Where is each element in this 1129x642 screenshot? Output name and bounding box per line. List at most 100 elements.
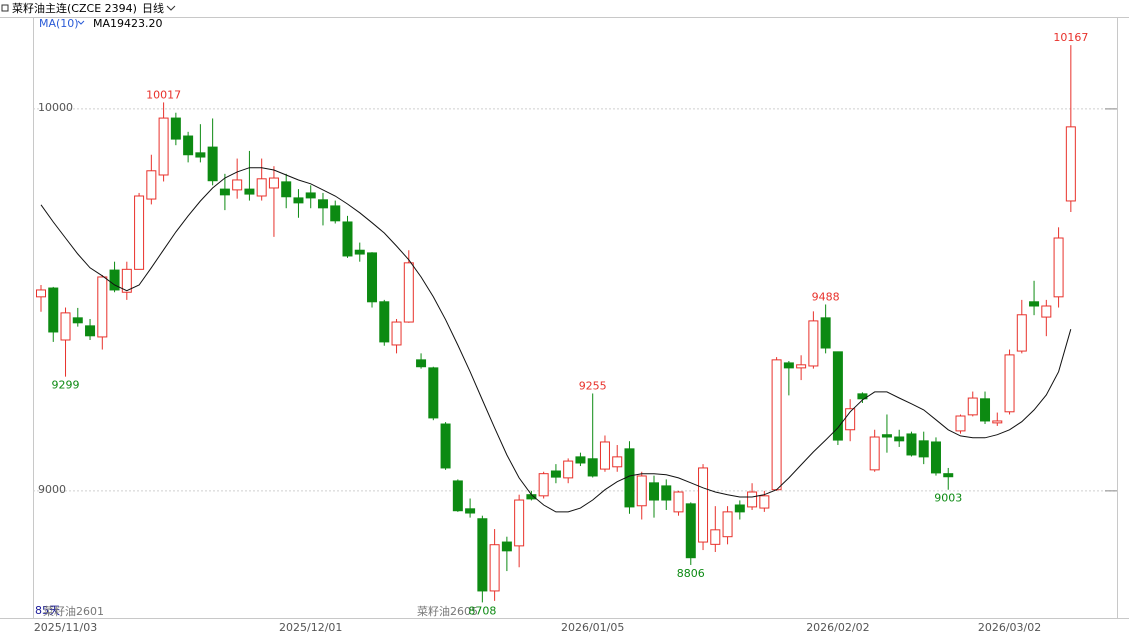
ma-line bbox=[40, 167, 1072, 513]
candle-body bbox=[489, 544, 500, 592]
candle-body bbox=[894, 436, 905, 442]
candle-body bbox=[636, 475, 647, 507]
y-tick-label: 10000 bbox=[38, 101, 73, 114]
period-selector[interactable]: 日线 bbox=[142, 1, 164, 15]
x-tick-label: 2025/11/03 bbox=[34, 621, 97, 634]
candle-body bbox=[1016, 314, 1027, 352]
candle-body bbox=[857, 393, 868, 400]
candle-body bbox=[170, 117, 181, 140]
chart-title: 菜籽油主连(CZCE 2394) bbox=[12, 1, 137, 15]
high-annotation: 10017 bbox=[146, 88, 181, 101]
candle-body bbox=[550, 470, 561, 478]
header-icon bbox=[1, 4, 9, 12]
high-annotation: 9255 bbox=[579, 379, 607, 392]
candle-body bbox=[771, 359, 782, 491]
candle-body bbox=[575, 456, 586, 464]
candle-body bbox=[710, 529, 721, 545]
high-annotation: 10167 bbox=[1053, 31, 1088, 44]
candle-body bbox=[330, 205, 341, 222]
candle-body bbox=[1041, 305, 1052, 318]
bar-count: 85天 bbox=[35, 604, 60, 617]
candle-body bbox=[832, 351, 843, 441]
candle-body bbox=[403, 262, 414, 323]
candle-body bbox=[649, 482, 659, 501]
candle-body bbox=[195, 152, 206, 158]
candle-body bbox=[747, 491, 758, 508]
candle-body bbox=[808, 320, 819, 367]
candle-body bbox=[673, 491, 684, 513]
low-annotation: 8708 bbox=[468, 604, 496, 617]
candle-body bbox=[428, 367, 439, 419]
candle-body bbox=[256, 178, 267, 197]
candle-body bbox=[820, 317, 831, 349]
legend-ma-name: MA1 bbox=[93, 17, 117, 30]
candle-body bbox=[379, 301, 390, 343]
candle-body bbox=[134, 195, 145, 270]
candle-body bbox=[698, 467, 709, 543]
candle-body bbox=[109, 269, 120, 291]
candle-body bbox=[146, 170, 157, 200]
candle-body bbox=[48, 287, 59, 333]
contract-label: 菜籽油2601 bbox=[43, 604, 104, 618]
candle-body bbox=[869, 436, 880, 471]
x-tick-label: 2026/03/02 bbox=[978, 621, 1041, 634]
candle-body bbox=[268, 177, 279, 189]
candle-body bbox=[538, 473, 549, 497]
candle-body bbox=[930, 441, 941, 474]
candle-body bbox=[967, 397, 978, 416]
candle-body bbox=[1004, 354, 1015, 413]
y-tick-label: 9000 bbox=[38, 483, 66, 496]
x-tick-label: 2026/02/02 bbox=[806, 621, 869, 634]
x-tick-label: 2025/12/01 bbox=[279, 621, 342, 634]
candle-body bbox=[465, 508, 476, 514]
candle-body bbox=[305, 192, 316, 199]
candle-body bbox=[722, 511, 733, 538]
candle-body bbox=[563, 460, 574, 479]
high-annotation: 9488 bbox=[812, 290, 840, 303]
candle-body bbox=[685, 503, 696, 559]
candle-body bbox=[514, 499, 525, 547]
candle-body bbox=[367, 252, 378, 303]
candle-body bbox=[416, 359, 427, 368]
candle-body bbox=[317, 199, 328, 209]
candle-body bbox=[501, 541, 512, 552]
candle-body bbox=[60, 312, 71, 341]
candle-body bbox=[97, 276, 108, 338]
candle-body bbox=[734, 504, 745, 513]
candle-body bbox=[342, 221, 353, 257]
low-annotation: 9003 bbox=[934, 492, 962, 505]
candle-body bbox=[232, 179, 243, 191]
legend-ma-value: 9423.20 bbox=[117, 17, 163, 30]
candle-body bbox=[587, 458, 598, 477]
candle-body bbox=[183, 135, 194, 156]
candle-body bbox=[1029, 301, 1040, 307]
candle-body bbox=[391, 321, 402, 346]
candle-body bbox=[661, 485, 672, 501]
candle-body bbox=[1065, 126, 1076, 202]
candle-body bbox=[955, 415, 966, 432]
candle-body bbox=[1053, 237, 1064, 298]
candle-body bbox=[85, 325, 96, 337]
candle-body bbox=[354, 249, 365, 255]
candle-body bbox=[440, 423, 451, 469]
candle-body bbox=[992, 420, 1003, 424]
indicator-arrow bbox=[77, 20, 85, 25]
low-annotation: 8806 bbox=[677, 567, 705, 580]
candle-body bbox=[121, 268, 132, 293]
candle-body bbox=[918, 440, 929, 458]
candle-body bbox=[980, 398, 991, 422]
contract-label: 菜籽油2605 bbox=[417, 604, 478, 618]
candle-body bbox=[759, 495, 770, 509]
candle-body bbox=[845, 408, 856, 431]
candle-body bbox=[452, 480, 463, 512]
low-annotation: 9299 bbox=[52, 379, 80, 392]
candle-body bbox=[943, 473, 954, 478]
x-tick-label: 2026/01/05 bbox=[561, 621, 624, 634]
candle-body bbox=[881, 434, 892, 438]
indicator-name[interactable]: MA(10) bbox=[39, 17, 79, 30]
candle-body bbox=[477, 518, 488, 592]
candle-body bbox=[72, 317, 83, 324]
candle-body bbox=[783, 362, 794, 369]
